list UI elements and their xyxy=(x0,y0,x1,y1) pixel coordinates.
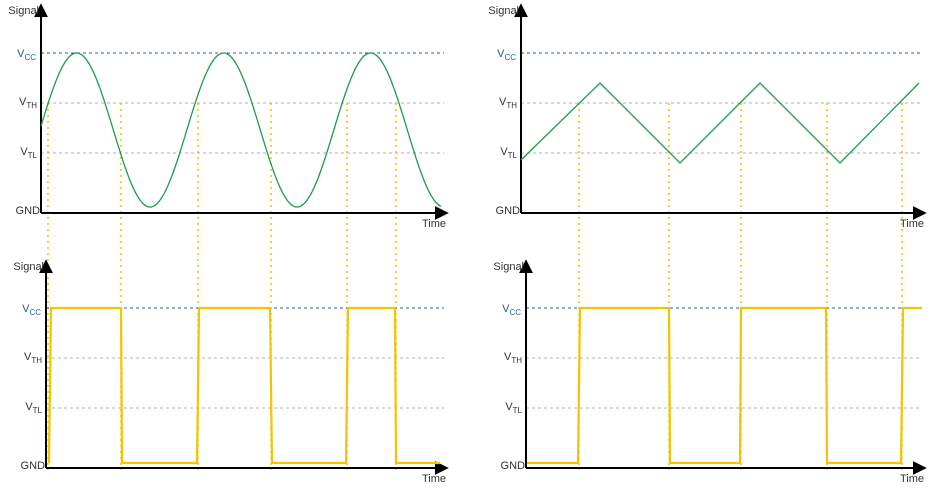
triangle-output-signal xyxy=(527,306,922,465)
panel-sine-input: Signal Time VCC VTH VTL GND xyxy=(8,3,449,230)
gnd-label: GND xyxy=(16,205,41,217)
vtl-label: VTL xyxy=(505,401,522,415)
x-axis-label: Time xyxy=(422,218,446,230)
y-axis-label: Signal xyxy=(493,261,524,273)
gnd-label: GND xyxy=(496,205,521,217)
sine-input-signal xyxy=(40,52,442,208)
y-axis-label: Signal xyxy=(13,261,44,273)
triangle-input-signal xyxy=(520,82,920,164)
gnd-label: GND xyxy=(21,460,46,472)
panel-triangle-input: Signal Time VCC VTH VTL GND xyxy=(488,3,927,230)
x-axis-label: Time xyxy=(422,473,446,485)
vth-label: VTH xyxy=(24,351,42,365)
panel-sine-output: Signal Time VCC VTH VTL GND xyxy=(13,259,449,485)
vcc-label: VCC xyxy=(502,303,521,317)
gnd-label: GND xyxy=(501,460,526,472)
vth-label: VTH xyxy=(499,96,517,110)
y-axis-label: Signal xyxy=(8,5,39,17)
vth-label: VTH xyxy=(504,351,522,365)
y-axis-label: Signal xyxy=(488,5,519,17)
vtl-label: VTL xyxy=(500,146,517,160)
x-axis-label: Time xyxy=(900,218,924,230)
sine-output-signal xyxy=(47,306,440,465)
vcc-label: VCC xyxy=(17,48,36,62)
transition-guides xyxy=(47,103,903,470)
panel-triangle-output: Signal Time VCC VTH VTL GND xyxy=(493,259,927,485)
vcc-label: VCC xyxy=(22,303,41,317)
vtl-label: VTL xyxy=(25,401,42,415)
vcc-label: VCC xyxy=(497,48,516,62)
vth-label: VTH xyxy=(19,96,37,110)
vtl-label: VTL xyxy=(20,146,37,160)
x-axis-label: Time xyxy=(900,473,924,485)
